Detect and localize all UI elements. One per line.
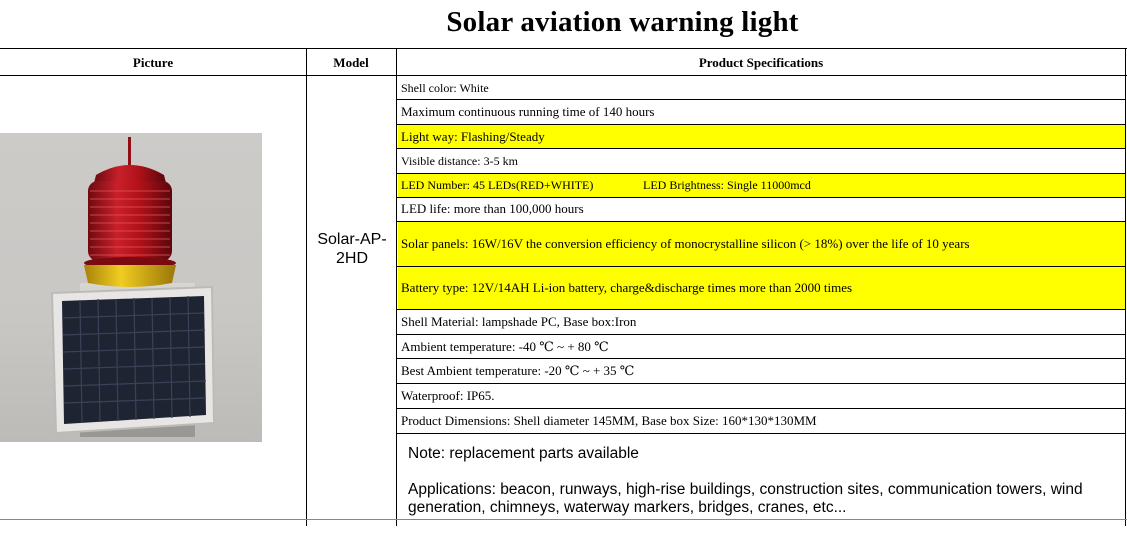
spec-solar-panels: Solar panels: 16W/16V the conversion eff… [401,236,970,251]
product-image [0,133,262,442]
spec-led-life: LED life: more than 100,000 hours [401,201,584,216]
highlight-row-light-way [398,125,1125,148]
row-sep [396,124,1126,125]
model-line-2: 2HD [335,250,368,267]
spec-shell-material: Shell Material: lampshade PC, Base box:I… [401,314,637,329]
header-bottom-border [0,75,1127,76]
applications-line-2: generation, chimneys, waterway markers, … [408,499,847,516]
row-sep [396,221,1126,222]
row-sep [396,148,1126,149]
table-top-border [0,48,1127,49]
highlight-row-solar-panels [398,222,1125,266]
highlight-row-led-number [398,174,1125,197]
row-sep [396,408,1126,409]
spec-battery: Battery type: 12V/14AH Li-ion battery, c… [401,280,853,295]
spec-led-number: LED Number: 45 LEDs(RED+WHITE) [401,178,594,192]
spec-running-time: Maximum continuous running time of 140 h… [401,104,655,119]
row-sep [396,99,1126,100]
spec-best-ambient-temp: Best Ambient temperature: -20 ℃ ~ + 35 ℃ [401,363,635,378]
header-specs: Product Specifications [698,55,824,70]
header-picture: Picture [132,55,174,70]
row-sep [396,433,1126,434]
row-sep [396,197,1126,198]
spec-led-brightness: LED Brightness: Single 11000mcd [643,178,811,192]
row-sep [396,334,1126,335]
spec-light-way: Light way: Flashing/Steady [401,129,545,144]
row-sep [396,383,1126,384]
page-title: Solar aviation warning light [446,6,799,38]
col-divider-2 [396,48,397,526]
row-sep [396,173,1126,174]
header-model: Model [333,55,369,70]
solar-warning-light-illustration [50,137,216,437]
spec-dimensions: Product Dimensions: Shell diameter 145MM… [401,413,817,428]
spec-waterproof: Waterproof: IP65. [401,388,495,403]
row-sep [396,266,1126,267]
note-text: Note: replacement parts available [408,445,639,462]
model-line-1: Solar-AP- [317,231,387,248]
table-right-border [1125,48,1126,526]
applications-line-1: Applications: beacon, runways, high-rise… [408,481,1083,498]
spec-visible-distance: Visible distance: 3-5 km [401,154,518,168]
spec-shell-color: Shell color: White [401,81,489,95]
table-bottom-border [0,519,1127,520]
row-sep [396,309,1126,310]
row-sep [396,358,1126,359]
highlight-row-battery [398,267,1125,309]
model-name: Solar-AP- 2HD [308,230,396,268]
col-divider-1 [306,48,307,526]
spec-ambient-temp: Ambient temperature: -40 ℃ ~ + 80 ℃ [401,339,609,354]
